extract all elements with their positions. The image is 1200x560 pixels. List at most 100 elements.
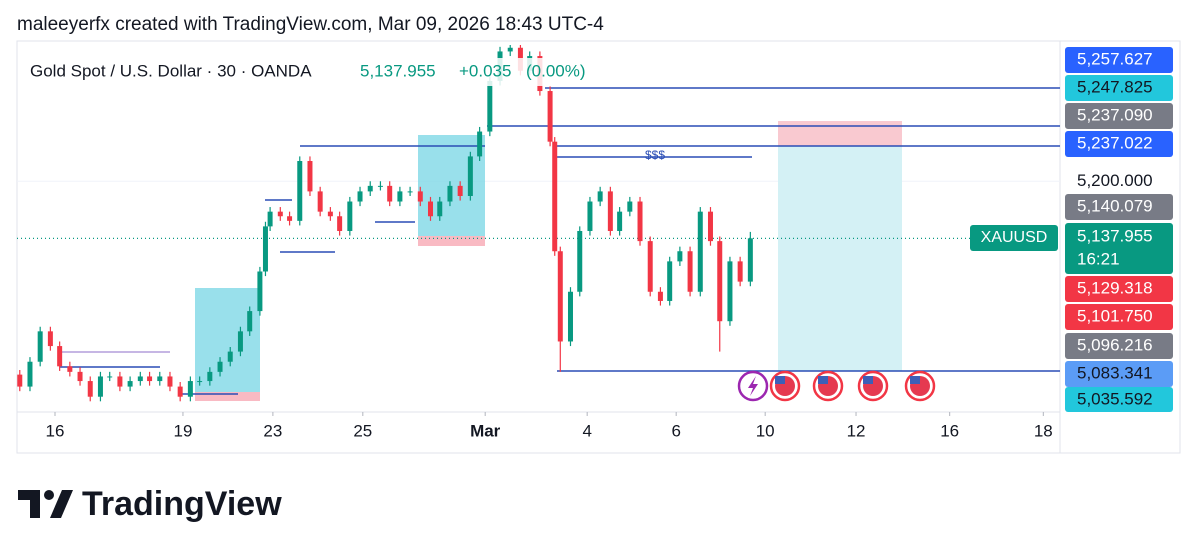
price-tag-label: 5,237.090	[1077, 105, 1153, 124]
x-tick-label: Mar	[470, 421, 501, 440]
candle-body	[87, 381, 93, 397]
candle-body	[647, 241, 653, 292]
logo-mark	[18, 490, 40, 518]
x-tick-label: 16	[940, 421, 959, 440]
candle-body	[47, 331, 53, 347]
price-tag-label: 5,247.825	[1077, 77, 1153, 96]
candle-body	[447, 185, 453, 202]
last-price-tag	[1065, 223, 1173, 274]
events	[737, 370, 936, 402]
price-tag	[1065, 361, 1173, 387]
last-price-tag-label: 5,137.955	[1077, 226, 1153, 245]
candle-body	[297, 161, 303, 221]
price-tag	[1065, 131, 1173, 157]
candles	[17, 45, 1060, 402]
candle-body	[17, 374, 23, 387]
price-tag	[1065, 103, 1173, 129]
x-tick-label: 23	[263, 421, 282, 440]
countdown: 16:21	[1077, 249, 1120, 268]
candle-body	[487, 80, 493, 132]
annotation: $$$	[645, 148, 665, 162]
position-target	[778, 146, 902, 371]
legend-price: 5,137.955	[360, 61, 436, 80]
candle-body	[167, 376, 173, 387]
logo-mark	[50, 490, 73, 518]
x-tick-label: 19	[173, 421, 192, 440]
candle-body	[277, 211, 283, 217]
candle-body	[507, 47, 513, 52]
x-tick-label: 10	[756, 421, 775, 440]
event-icon[interactable]	[812, 370, 844, 402]
x-tick-label: 18	[1034, 421, 1053, 440]
candle-body	[697, 211, 703, 292]
candle-body	[147, 376, 153, 382]
candle-body	[237, 331, 243, 352]
range-box	[195, 392, 260, 401]
event-flag-canton	[910, 376, 920, 384]
price-tag	[1065, 47, 1173, 73]
price-tag-label: 5,257.627	[1077, 49, 1153, 68]
event-glyph	[748, 376, 758, 396]
candle-body	[637, 201, 643, 242]
candle-body	[657, 291, 663, 301]
candle-body	[627, 201, 633, 212]
price-tag	[1065, 387, 1173, 412]
candle-body	[187, 381, 193, 397]
candle-body	[607, 191, 613, 231]
price-tag-label: 5,140.079	[1077, 196, 1153, 215]
candle-body	[57, 346, 63, 367]
candle-body	[227, 351, 233, 362]
candle-body	[287, 216, 293, 221]
price-tag	[1065, 194, 1173, 220]
candle-body	[747, 238, 753, 282]
event-flag-canton	[863, 376, 873, 384]
y-tick-label: 5,200.000	[1077, 171, 1153, 190]
event-icon[interactable]	[857, 370, 889, 402]
candle-body	[267, 211, 273, 227]
legend-change: +0.035	[459, 61, 511, 80]
candle-body	[197, 381, 203, 383]
price-tag	[1065, 276, 1173, 302]
candle-body	[177, 386, 183, 397]
x-tick-label: 25	[353, 421, 372, 440]
price-tag	[1065, 75, 1173, 101]
candle-body	[337, 216, 343, 231]
candle-body	[567, 291, 573, 342]
x-tick-label: 12	[847, 421, 866, 440]
candle-body	[37, 331, 43, 362]
price-tag	[1065, 304, 1173, 330]
range-box	[418, 236, 485, 246]
candle-body	[677, 251, 683, 262]
event-flag-canton	[818, 376, 828, 384]
price-tag-label: 5,083.341	[1077, 363, 1153, 382]
legend-change-percent: (0.00%)	[526, 61, 586, 80]
price-tag-label: 5,129.318	[1077, 278, 1153, 297]
candle-body	[387, 185, 393, 202]
symbol-title: Gold Spot / U.S. Dollar · 30 · OANDA	[30, 61, 312, 80]
candle-body	[217, 361, 223, 372]
candle-body	[437, 201, 443, 217]
range-box	[418, 135, 485, 236]
candle-body	[207, 371, 213, 382]
candle-body	[307, 161, 313, 192]
attribution: maleeyerfx created with TradingView.com,…	[17, 14, 604, 35]
symbol-tag-label: XAUUSD	[981, 229, 1048, 246]
candle-body	[552, 141, 558, 252]
candle-body	[317, 191, 323, 212]
candle-body	[617, 211, 623, 231]
candle-body	[477, 131, 483, 157]
event-flag-canton	[775, 376, 785, 384]
candle-body	[27, 361, 33, 387]
candle-body	[377, 185, 383, 187]
candle-body	[127, 381, 133, 387]
drawings: $$$	[60, 87, 1060, 401]
candle-body	[107, 376, 113, 378]
event-icon[interactable]	[904, 370, 936, 402]
event-icon[interactable]	[769, 370, 801, 402]
price-tag-label: 5,096.216	[1077, 335, 1153, 354]
logo-mark	[44, 490, 54, 500]
symbol-tag	[970, 225, 1058, 251]
candle-body	[347, 201, 353, 231]
price-tag-label: 5,035.592	[1077, 389, 1153, 408]
